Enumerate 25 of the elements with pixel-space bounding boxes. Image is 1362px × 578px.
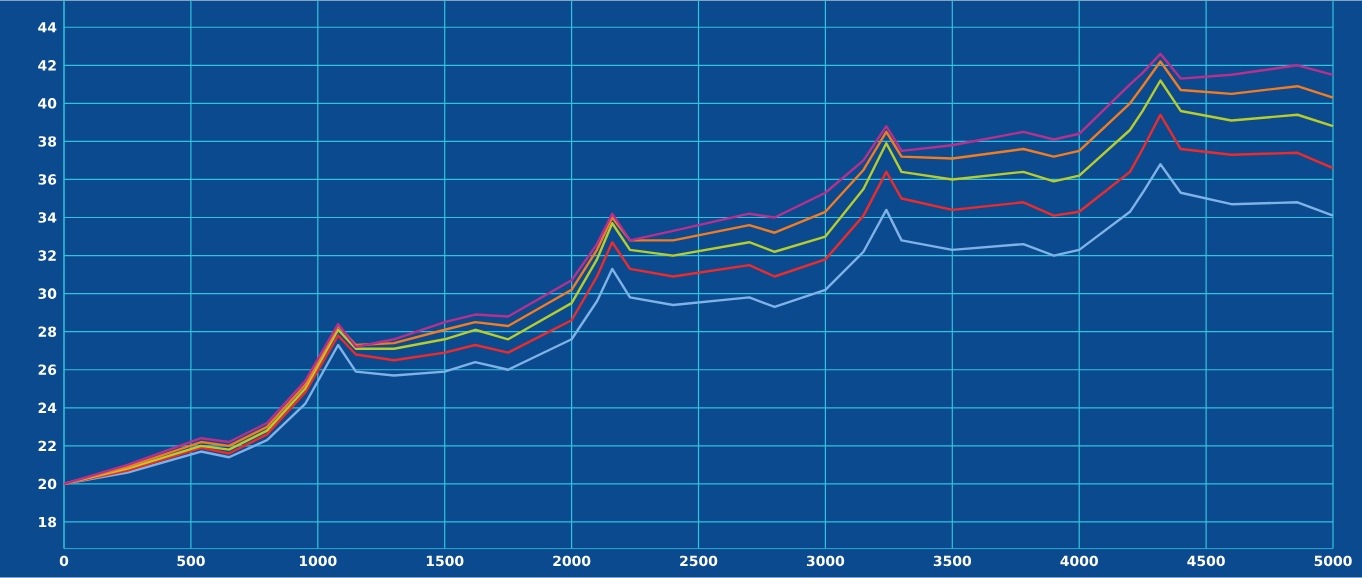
- x-tick-label: 2500: [680, 555, 718, 567]
- x-tick-label: 4500: [1187, 555, 1225, 567]
- x-tick-label: 500: [177, 555, 205, 567]
- x-tick-label: 1000: [299, 555, 337, 567]
- y-tick-label: 42: [38, 60, 56, 71]
- y-tick-label: 28: [38, 326, 57, 338]
- y-tick-label: 44: [38, 22, 57, 33]
- y-tick-label: 40: [38, 98, 57, 109]
- x-tick-label: 1500: [426, 555, 464, 567]
- y-tick-label: 32: [38, 250, 56, 262]
- y-tick-label: 20: [38, 478, 57, 490]
- y-tick-label: 36: [38, 174, 57, 185]
- y-tick-label: 18: [39, 516, 57, 528]
- y-tick-label: 24: [38, 402, 57, 414]
- x-tick-label: 3500: [933, 555, 972, 567]
- x-tick-label: 0: [59, 555, 69, 567]
- y-tick-label: 30: [38, 288, 57, 300]
- x-tick-label: 3000: [806, 555, 845, 567]
- y-tick-label: 22: [38, 440, 56, 452]
- x-tick-label: 5000: [1314, 555, 1352, 567]
- x-tick-label: 4000: [1060, 555, 1098, 567]
- x-tick-label: 2000: [553, 555, 591, 567]
- y-tick-label: 38: [38, 136, 57, 147]
- y-tick-label: 26: [38, 364, 57, 376]
- y-tick-label: 34: [38, 212, 57, 223]
